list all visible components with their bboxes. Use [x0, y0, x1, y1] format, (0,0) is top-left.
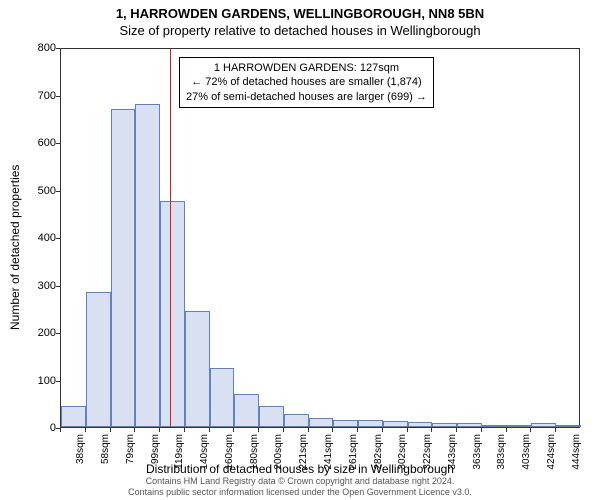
y-tick-label: 500	[26, 185, 56, 197]
x-tick-mark	[233, 428, 234, 432]
x-tick-mark	[431, 428, 432, 432]
histogram-bar	[383, 421, 408, 427]
histogram-bar	[160, 201, 185, 427]
y-tick-label: 700	[26, 90, 56, 102]
histogram-bar	[86, 292, 111, 427]
y-tick-mark	[56, 381, 60, 382]
x-tick-mark	[530, 428, 531, 432]
histogram-bar	[234, 394, 259, 427]
y-tick-label: 100	[26, 375, 56, 387]
x-tick-mark	[506, 428, 507, 432]
histogram-bar	[358, 420, 383, 427]
histogram-bar	[135, 104, 160, 427]
histogram-bar	[210, 368, 235, 427]
attribution-text: Contains HM Land Registry data © Crown c…	[0, 476, 600, 498]
attribution-line1: Contains HM Land Registry data © Crown c…	[0, 476, 600, 487]
annotation-line3: 27% of semi-detached houses are larger (…	[186, 90, 427, 104]
histogram-bar	[284, 414, 309, 427]
x-tick-mark	[110, 428, 111, 432]
x-tick-mark	[357, 428, 358, 432]
y-tick-mark	[56, 96, 60, 97]
histogram-bar	[531, 423, 556, 427]
histogram-bar	[185, 311, 210, 427]
chart-title-sub: Size of property relative to detached ho…	[0, 21, 600, 38]
histogram-bar	[259, 406, 284, 427]
chart-title-main: 1, HARROWDEN GARDENS, WELLINGBOROUGH, NN…	[0, 0, 600, 21]
x-tick-mark	[134, 428, 135, 432]
annotation-box: 1 HARROWDEN GARDENS: 127sqm← 72% of deta…	[179, 57, 434, 108]
x-tick-mark	[60, 428, 61, 432]
histogram-bar	[61, 406, 86, 427]
marker-line	[170, 49, 171, 427]
x-tick-mark	[308, 428, 309, 432]
x-tick-mark	[184, 428, 185, 432]
y-tick-mark	[56, 333, 60, 334]
histogram-bar	[333, 420, 358, 427]
histogram-bar	[556, 425, 581, 427]
y-tick-mark	[56, 143, 60, 144]
x-tick-mark	[283, 428, 284, 432]
histogram-bar	[457, 423, 482, 427]
histogram-bar	[432, 423, 457, 427]
y-tick-mark	[56, 286, 60, 287]
x-tick-mark	[332, 428, 333, 432]
histogram-bar	[111, 109, 136, 427]
attribution-line2: Contains public sector information licen…	[0, 487, 600, 498]
y-tick-label: 800	[26, 42, 56, 54]
histogram-bar	[408, 422, 433, 427]
y-tick-label: 600	[26, 137, 56, 149]
x-axis-label: Distribution of detached houses by size …	[0, 462, 600, 476]
y-tick-label: 400	[26, 232, 56, 244]
histogram-bar	[482, 425, 507, 427]
y-tick-label: 0	[26, 422, 56, 434]
x-tick-mark	[209, 428, 210, 432]
x-tick-mark	[456, 428, 457, 432]
histogram-bar	[309, 418, 334, 428]
y-axis-label: Number of detached properties	[8, 165, 22, 330]
x-tick-mark	[407, 428, 408, 432]
y-tick-mark	[56, 238, 60, 239]
y-tick-label: 300	[26, 280, 56, 292]
x-tick-mark	[258, 428, 259, 432]
y-tick-mark	[56, 191, 60, 192]
chart-plot-area: 1 HARROWDEN GARDENS: 127sqm← 72% of deta…	[60, 48, 580, 428]
y-tick-label: 200	[26, 327, 56, 339]
x-tick-mark	[85, 428, 86, 432]
annotation-line2: ← 72% of detached houses are smaller (1,…	[186, 75, 427, 89]
y-tick-mark	[56, 48, 60, 49]
histogram-bar	[507, 425, 532, 427]
x-tick-mark	[481, 428, 482, 432]
x-tick-mark	[555, 428, 556, 432]
x-tick-mark	[159, 428, 160, 432]
annotation-line1: 1 HARROWDEN GARDENS: 127sqm	[186, 61, 427, 75]
x-tick-mark	[382, 428, 383, 432]
